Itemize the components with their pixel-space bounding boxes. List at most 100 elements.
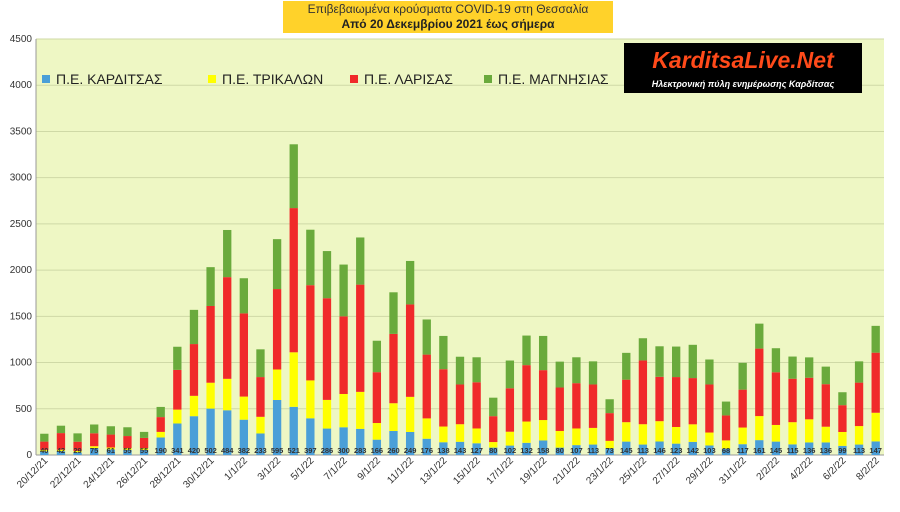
bar-segment-4 [788, 356, 797, 379]
bar-segment-2 [655, 421, 664, 442]
bar-segment-3 [206, 305, 215, 383]
bar-segment-1 [422, 438, 431, 455]
bar-segment-4 [339, 264, 348, 317]
bar-segment-1 [139, 449, 149, 455]
bar-segment-1 [588, 444, 598, 455]
x-tick-label: 3/1/22 [256, 455, 284, 483]
data-label: 161 [753, 446, 766, 455]
bar-segment-1 [356, 428, 365, 455]
bar-segment-1 [788, 444, 797, 455]
bar-segment-2 [755, 416, 764, 441]
legend-swatch-3 [350, 75, 358, 83]
bar-segment-1 [455, 441, 465, 455]
bar-segment-4 [106, 426, 115, 435]
bar-segment-3 [123, 436, 132, 449]
data-label: 103 [703, 446, 716, 455]
bar-segment-3 [90, 433, 99, 447]
bar-segment-3 [738, 389, 747, 428]
bar-segment-4 [838, 392, 847, 406]
data-label: 521 [287, 446, 300, 455]
data-label: 136 [820, 446, 833, 455]
bar-segment-2 [90, 446, 99, 449]
bar-segment-3 [322, 298, 332, 400]
data-label: 190 [154, 446, 167, 455]
bar-segment-3 [422, 354, 431, 419]
bar-segment-2 [688, 424, 697, 442]
data-label: 55 [123, 446, 131, 455]
bar-segment-2 [156, 431, 165, 438]
bar-segment-3 [106, 434, 115, 448]
bar-segment-4 [455, 356, 465, 385]
bar-segment-4 [156, 406, 165, 418]
data-label: 286 [321, 446, 334, 455]
bar-segment-3 [339, 316, 348, 394]
bar-segment-1 [838, 445, 847, 455]
bar-segment-3 [821, 384, 830, 427]
bar-segment-1 [256, 433, 265, 455]
y-tick-label: 4000 [10, 80, 33, 91]
bar-segment-4 [306, 229, 315, 286]
bar-segment-1 [405, 431, 415, 455]
bar-segment-2 [489, 442, 498, 448]
bar-segment-3 [805, 377, 814, 420]
bar-segment-3 [871, 352, 880, 413]
bar-segment-4 [472, 357, 481, 383]
data-label: 55 [140, 446, 148, 455]
bar-segment-4 [771, 348, 781, 373]
bar-segment-1 [738, 444, 747, 455]
x-tick-label: 11/1/22 [385, 455, 416, 486]
bar-segment-3 [655, 376, 664, 422]
x-tick-label: 13/1/22 [418, 455, 450, 487]
bar-segment-3 [455, 384, 465, 425]
x-tick-label: 21/1/22 [551, 455, 583, 487]
bar-segment-4 [422, 319, 431, 355]
bar-segment-4 [638, 338, 648, 361]
bar-segment-3 [189, 344, 199, 396]
x-tick-label: 17/1/22 [485, 455, 517, 487]
data-label: 99 [838, 446, 846, 455]
stacked-bar-chart: 0 500 1000 1500 2000 2500 3000 3500 4000 4500 40 42… [10, 34, 884, 491]
bar-segment-2 [422, 418, 431, 439]
bar-segment-4 [755, 323, 764, 349]
chart-title: Επιβεβαιωμένα κρούσματα COVID-19 στη Θεσ… [307, 2, 589, 16]
x-tick-label: 1/1/22 [223, 455, 251, 483]
bar-segment-2 [705, 432, 714, 446]
y-tick-label: 2000 [10, 265, 33, 276]
data-label: 132 [520, 446, 533, 455]
x-tick-label: 30/12/21 [181, 455, 217, 491]
x-tick-label: 2/2/22 [755, 455, 783, 483]
bar-segment-1 [106, 449, 115, 455]
legend-label-2: Π.Ε. ΤΡΙΚΑΛΩΝ [222, 71, 323, 87]
bar-segment-4 [289, 144, 298, 209]
logo-subtitle: Ηλεκτρονική πύλη ενημέρωσης Καρδίτσας [651, 79, 835, 89]
bar-segment-3 [555, 387, 564, 431]
bar-segment-1 [339, 427, 348, 455]
legend-swatch-2 [208, 75, 216, 83]
bar-segment-1 [555, 447, 564, 455]
bar-segment-1 [289, 406, 298, 455]
bar-segment-2 [106, 447, 115, 450]
data-label: 113 [853, 446, 865, 455]
bar-segment-3 [56, 433, 66, 450]
bar-segment-3 [372, 372, 382, 424]
bar-segment-4 [522, 335, 531, 366]
data-label: 29 [73, 446, 81, 455]
bar-segment-4 [805, 357, 814, 378]
bar-segment-1 [655, 441, 664, 455]
bar-segment-1 [123, 449, 132, 455]
bar-segment-1 [40, 451, 49, 455]
bar-segment-2 [788, 422, 797, 445]
bar-segment-3 [755, 348, 764, 417]
bar-segment-4 [322, 251, 332, 299]
y-tick-label: 3500 [10, 126, 33, 137]
data-label: 102 [504, 446, 517, 455]
bar-segment-1 [522, 442, 531, 455]
bar-segment-3 [771, 372, 781, 425]
chart-title-box: Επιβεβαιωμένα κρούσματα COVID-19 στη Θεσ… [283, 1, 613, 33]
bar-segment-2 [522, 421, 531, 443]
bar-segment-4 [655, 346, 664, 377]
bar-segment-4 [505, 360, 515, 389]
bar-segment-3 [638, 360, 648, 425]
bar-segment-3 [572, 383, 581, 429]
data-label: 136 [803, 446, 816, 455]
